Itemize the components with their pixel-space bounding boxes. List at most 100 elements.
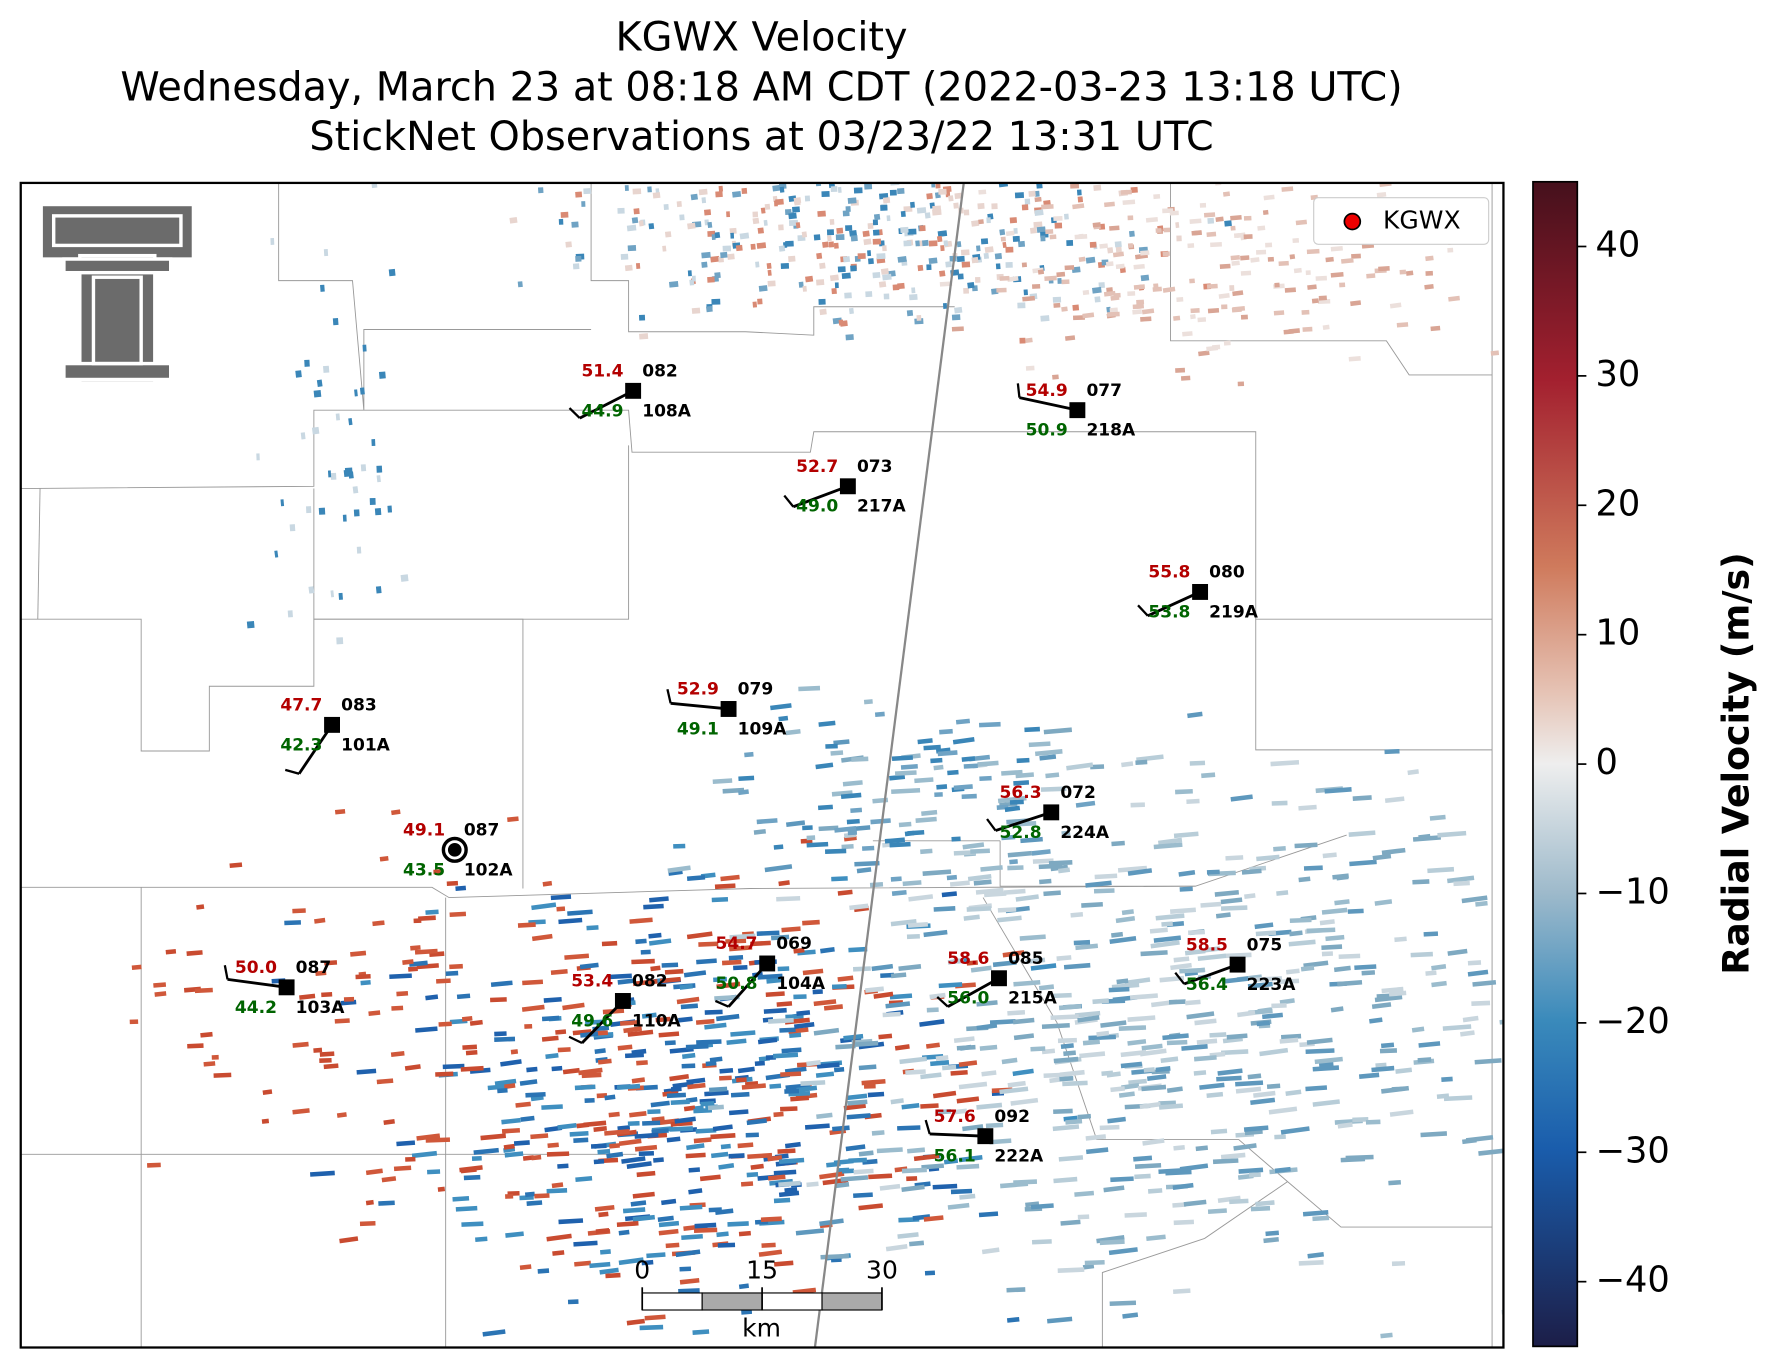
radar-gate xyxy=(304,359,310,367)
radar-gate xyxy=(1048,860,1073,866)
scale-segment xyxy=(821,1292,883,1311)
wind-barb xyxy=(1183,963,1239,986)
radar-gate xyxy=(847,830,858,836)
radar-gate xyxy=(1307,1251,1325,1259)
radar-gate xyxy=(1312,1099,1340,1107)
radar-gate xyxy=(880,268,889,275)
radar-gate xyxy=(761,1242,776,1248)
radar-gate xyxy=(229,862,243,869)
radar-gate xyxy=(1056,271,1066,278)
radar-gate xyxy=(1336,874,1349,881)
radar-gate xyxy=(760,1216,782,1223)
radar-gate xyxy=(962,1124,984,1132)
radar-gate xyxy=(1058,1003,1082,1011)
legend-box xyxy=(1313,197,1490,245)
dewpoint: 50.8 xyxy=(716,974,758,994)
radar-gate xyxy=(741,187,748,194)
radar-gate xyxy=(975,276,981,283)
radar-gate xyxy=(1347,908,1364,914)
radar-gate xyxy=(1298,876,1311,883)
radar-gate xyxy=(858,1064,877,1071)
radar-gate xyxy=(979,1044,998,1051)
radar-gate xyxy=(1255,930,1277,937)
dewpoint: 50.9 xyxy=(1026,421,1068,441)
radar-gate xyxy=(991,203,998,210)
radar-gate xyxy=(937,750,958,757)
radar-gate xyxy=(947,1202,970,1210)
radar-gate xyxy=(1081,901,1103,908)
radar-gate xyxy=(557,1163,569,1169)
radar-gate xyxy=(1436,1093,1450,1099)
radar-gate xyxy=(967,282,975,289)
dewpoint: 52.8 xyxy=(1000,823,1042,843)
radar-gate xyxy=(963,914,980,921)
radar-gate xyxy=(1257,225,1266,231)
radar-gate xyxy=(1146,1074,1167,1082)
radar-gate xyxy=(780,262,790,270)
radar-gate xyxy=(1240,270,1252,276)
radar-gate xyxy=(900,226,909,234)
radar-gate xyxy=(1378,266,1390,272)
radar-gate xyxy=(348,471,354,479)
radar-gate xyxy=(408,966,418,972)
radar-gate xyxy=(1132,304,1142,310)
radar-gate xyxy=(1162,286,1176,293)
radar-gate xyxy=(1410,951,1433,958)
radar-gate xyxy=(621,1156,646,1164)
radar-gate xyxy=(1130,186,1138,193)
wind-barb-flag xyxy=(568,1035,583,1045)
radar-gate xyxy=(963,209,970,216)
radar-gate xyxy=(873,991,894,999)
radar-gate xyxy=(1186,798,1200,805)
radar-gate xyxy=(737,1142,754,1149)
radar-gate xyxy=(658,1031,680,1038)
radar-gate xyxy=(348,418,353,426)
radar-gate xyxy=(1111,931,1124,938)
radar-gate xyxy=(910,201,915,208)
radar-gate xyxy=(1289,917,1312,923)
radar-gate xyxy=(763,219,768,226)
radar-gate xyxy=(626,1318,645,1326)
station-marker xyxy=(324,716,341,733)
radar-gate xyxy=(833,1158,854,1166)
radar-gate xyxy=(1241,868,1262,875)
radar-gate xyxy=(522,1155,534,1161)
station-id: 104A xyxy=(776,974,826,994)
radar-gate xyxy=(951,836,961,842)
radar-gate xyxy=(319,1057,332,1063)
radar-gate xyxy=(953,202,959,209)
radar-gate xyxy=(371,439,376,447)
radar-gate xyxy=(1133,263,1145,270)
radar-gate xyxy=(300,432,306,440)
radar-gate xyxy=(1063,962,1091,970)
radar-gate xyxy=(670,1099,690,1106)
radar-gate xyxy=(629,1111,647,1118)
radar-gate xyxy=(1437,830,1467,838)
radar-gate xyxy=(565,241,572,248)
radar-gate xyxy=(1418,833,1431,840)
radar-gate xyxy=(853,187,863,194)
radar-gate xyxy=(1133,1155,1153,1162)
radar-gate xyxy=(917,738,933,745)
radar-gate xyxy=(822,241,829,248)
radar-gate xyxy=(707,221,713,228)
radar-gate xyxy=(371,182,378,189)
radar-gate xyxy=(1374,899,1393,906)
radar-gate xyxy=(920,848,933,855)
radar-gate xyxy=(1089,241,1097,248)
radar-gate xyxy=(886,215,891,222)
radar-gate xyxy=(1215,216,1224,223)
radar-gate xyxy=(856,867,872,874)
radar-gate xyxy=(980,238,989,245)
radar-gate xyxy=(1475,900,1488,907)
radar-gate xyxy=(736,1077,747,1083)
radar-gate xyxy=(619,1019,641,1026)
radar-gate xyxy=(978,1211,999,1218)
radar-gate xyxy=(699,1174,721,1182)
radar-gate xyxy=(801,231,808,238)
radar-gate xyxy=(1206,345,1219,352)
radar-gate xyxy=(899,1056,928,1065)
radar-gate xyxy=(683,1105,696,1112)
radar-gate xyxy=(932,205,942,212)
